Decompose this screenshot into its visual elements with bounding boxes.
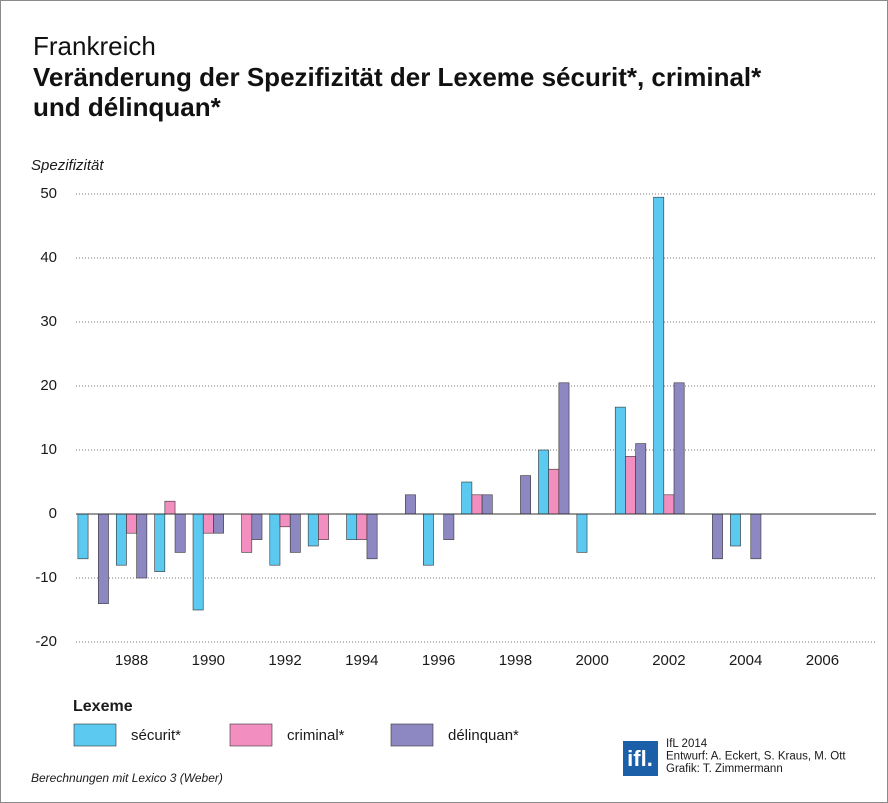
bar	[750, 513, 762, 560]
bar	[269, 513, 281, 566]
x-tick-label: 1994	[345, 652, 378, 669]
chart-title: Frankreich	[33, 31, 156, 61]
bar	[346, 513, 358, 540]
logo: ifl.	[627, 746, 653, 771]
bar	[164, 500, 176, 515]
bar	[192, 513, 204, 611]
y-axis-label: Spezifizität	[31, 157, 104, 174]
bar	[289, 513, 301, 553]
bar	[202, 513, 214, 534]
credit-line: Entwurf: A. Eckert, S. Kraus, M. Ott	[666, 751, 846, 763]
bar	[307, 513, 319, 547]
bar	[356, 513, 368, 540]
legend-label: délinquan*	[448, 727, 519, 744]
credit-line: Grafik: T. Zimmermann	[666, 763, 783, 775]
bar	[653, 196, 665, 515]
bar	[251, 513, 263, 540]
y-tick-label: 50	[40, 185, 57, 202]
bar	[126, 513, 137, 534]
y-tick-label: 10	[40, 441, 57, 458]
x-tick-label: 2004	[729, 652, 762, 669]
x-tick-label: 1996	[422, 652, 455, 669]
bar	[538, 449, 549, 515]
x-tick-label: 1988	[115, 652, 148, 669]
credit-line: IfL 2014	[666, 738, 708, 750]
bar	[136, 513, 148, 579]
bar	[673, 382, 685, 515]
bar	[558, 382, 570, 515]
bar	[730, 513, 741, 547]
y-tick-label: 30	[40, 313, 57, 330]
bar	[174, 513, 186, 553]
bar	[97, 513, 109, 604]
y-tick-label: 0	[49, 505, 57, 522]
bar	[520, 475, 531, 515]
bar	[405, 494, 416, 515]
bar	[115, 513, 127, 566]
x-tick-label: 2006	[806, 652, 839, 669]
bar	[635, 443, 647, 515]
bar	[213, 513, 224, 534]
bar	[712, 513, 723, 560]
y-tick-label: 40	[40, 249, 57, 266]
footnote: Berechnungen mit Lexico 3 (Weber)	[31, 771, 223, 785]
bar	[279, 513, 291, 528]
y-tick-label: -10	[35, 569, 57, 586]
bar	[471, 494, 483, 515]
bar	[663, 494, 675, 515]
bar	[77, 513, 89, 560]
chart-subtitle: Veränderung der Spezifizität der Lexeme …	[33, 62, 762, 122]
bar	[423, 513, 434, 566]
bar	[625, 456, 636, 515]
bar	[614, 406, 626, 515]
legend-swatch	[73, 723, 117, 747]
bar	[576, 513, 588, 553]
bar	[461, 481, 473, 515]
legend-swatch	[229, 723, 273, 747]
bar	[318, 513, 329, 540]
x-tick-label: 2000	[575, 652, 608, 669]
legend-label: sécurit*	[131, 727, 181, 744]
legend-swatch	[390, 723, 434, 747]
x-tick-label: 1998	[499, 652, 532, 669]
x-tick-label: 1990	[192, 652, 225, 669]
legend-title: Lexeme	[73, 698, 133, 715]
bar	[154, 513, 166, 572]
bar	[443, 513, 455, 540]
y-tick-label: 20	[40, 377, 57, 394]
bar	[241, 513, 253, 553]
logo-box	[623, 741, 658, 776]
legend-label: criminal*	[287, 727, 345, 744]
bar	[481, 494, 493, 515]
x-tick-label: 1992	[268, 652, 301, 669]
x-tick-label: 2002	[652, 652, 685, 669]
bar	[548, 468, 560, 515]
bar	[366, 513, 378, 560]
y-tick-label: -20	[35, 633, 57, 650]
